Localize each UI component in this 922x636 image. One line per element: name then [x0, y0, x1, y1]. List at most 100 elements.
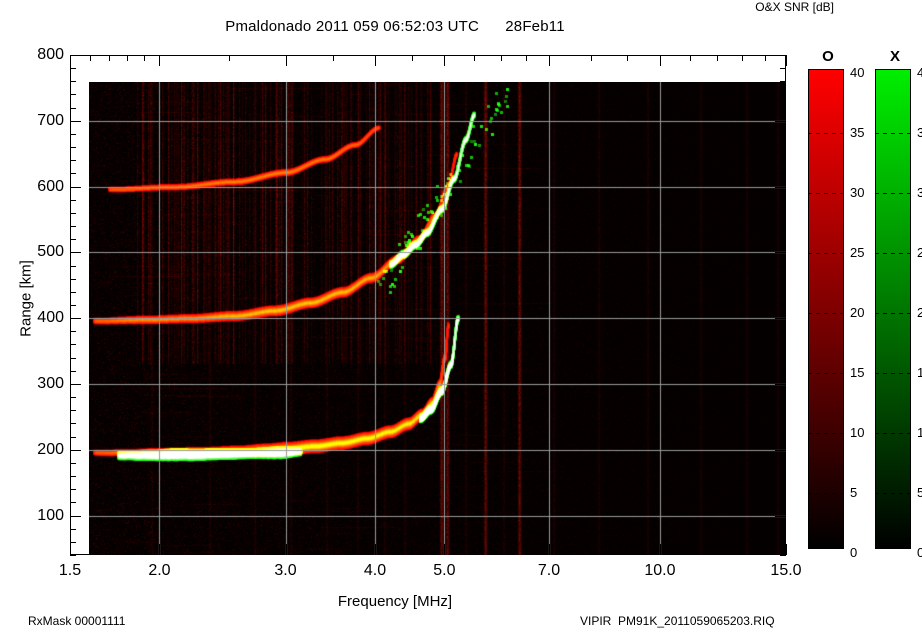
y-tick-label: 600: [37, 177, 64, 195]
colorbar-tick-dash: [875, 373, 911, 374]
y-major-tick: [70, 55, 81, 56]
x-minor-tick: [525, 549, 527, 555]
y-minor-tick: [780, 94, 786, 96]
x-minor-tick: [764, 549, 766, 555]
y-minor-tick: [70, 199, 76, 201]
y-minor-tick: [70, 528, 76, 530]
colorbar-x-gradient[interactable]: [875, 69, 911, 549]
y-tick-label: 200: [37, 440, 64, 458]
y-minor-tick: [70, 541, 76, 543]
colorbar-o-label: O: [822, 48, 834, 65]
x-tick-label: 2.0: [148, 562, 171, 579]
colorbar-tick-dash: [875, 133, 911, 134]
y-minor-tick: [780, 370, 786, 372]
colorbar-tick-label: 30: [850, 185, 865, 200]
x-minor-tick: [590, 549, 592, 555]
colorbar-x: X 40 35 30 25 20 15 10 5 0: [875, 48, 922, 560]
y-major-tick: [70, 186, 81, 188]
y-major-tick: [775, 449, 786, 451]
y-tick-label: 800: [37, 46, 64, 63]
y-minor-tick: [780, 357, 786, 359]
x-tick-label: 5.0: [433, 562, 456, 579]
y-minor-tick: [70, 370, 76, 372]
colorbar-tick-label: 40: [917, 65, 922, 80]
x-minor-tick: [228, 549, 230, 555]
colorbar-tick-dash: [808, 193, 844, 194]
x-minor-tick: [143, 55, 145, 61]
y-major-tick: [70, 252, 81, 254]
x-minor-tick: [501, 55, 503, 61]
y-minor-tick: [780, 397, 786, 399]
x-major-tick: [549, 55, 550, 66]
colorbar-tick-dash: [808, 313, 844, 314]
x-minor-tick: [716, 55, 718, 61]
x-tick-label: 1.5: [58, 562, 82, 579]
y-minor-tick: [780, 81, 786, 83]
x-minor-tick: [525, 55, 527, 61]
y-minor-tick: [780, 476, 786, 478]
y-minor-tick: [70, 489, 76, 491]
y-minor-tick: [70, 239, 76, 241]
y-tick-label: 300: [37, 374, 64, 392]
y-minor-tick: [70, 476, 76, 478]
x-minor-tick: [108, 55, 110, 61]
y-minor-tick: [780, 489, 786, 491]
y-minor-tick: [70, 81, 76, 83]
x-minor-tick: [333, 549, 335, 555]
colorbar-tick-dash: [808, 493, 844, 494]
x-tick-label: 10.0: [644, 562, 676, 579]
x-major-tick: [444, 55, 446, 66]
x-minor-tick: [590, 55, 592, 61]
y-major-tick: [70, 449, 81, 451]
y-minor-tick: [780, 555, 786, 556]
y-minor-tick: [780, 107, 786, 109]
x-minor-tick: [627, 549, 629, 555]
x-major-tick: [786, 544, 787, 555]
y-minor-tick: [70, 226, 76, 228]
x-minor-tick: [143, 549, 145, 555]
x-tick-label: 15.0: [770, 562, 802, 579]
y-minor-tick: [780, 291, 786, 293]
x-tick-label: 3.0: [274, 562, 297, 579]
x-minor-tick: [108, 549, 110, 555]
colorbar-tick-label: 15: [917, 365, 922, 380]
y-minor-tick: [780, 541, 786, 543]
colorbar-tick-dash: [808, 373, 844, 374]
colorbar-tick-label: 0: [917, 545, 922, 560]
y-major-tick: [775, 186, 786, 188]
x-minor-tick: [411, 549, 413, 555]
colorbar-tick-label: 5: [850, 485, 858, 500]
y-minor-tick: [780, 502, 786, 504]
y-minor-tick: [70, 436, 76, 438]
y-minor-tick: [780, 528, 786, 530]
x-minor-tick: [689, 55, 691, 61]
colorbar-tick-dash: [808, 253, 844, 254]
y-minor-tick: [70, 212, 76, 214]
x-minor-tick: [90, 549, 92, 555]
colorbar-tick-dash: [875, 193, 911, 194]
y-major-tick: [70, 515, 81, 517]
x-major-tick: [285, 544, 287, 555]
y-major-tick: [775, 55, 786, 56]
y-minor-tick: [780, 265, 786, 267]
y-minor-tick: [70, 331, 76, 333]
y-minor-tick: [70, 94, 76, 96]
y-minor-tick: [780, 410, 786, 412]
x-tick-label: 4.0: [363, 562, 387, 579]
x-minor-tick: [126, 55, 128, 61]
colorbar-tick-label: 30: [917, 185, 922, 200]
y-major-tick: [775, 252, 786, 254]
colorbar-tick-label: 10: [850, 425, 865, 440]
ionogram-heatmap[interactable]: [89, 82, 786, 555]
colorbar-tick-label: 5: [917, 485, 922, 500]
y-minor-tick: [70, 462, 76, 464]
x-axis-title: Frequency [MHz]: [337, 593, 453, 610]
x-minor-tick: [474, 549, 476, 555]
x-minor-tick: [333, 55, 335, 61]
x-minor-tick: [764, 55, 766, 61]
colorbar-o-gradient[interactable]: [808, 69, 844, 549]
y-minor-tick: [70, 397, 76, 399]
y-major-tick: [775, 515, 786, 517]
y-minor-tick: [70, 107, 76, 109]
x-minor-tick: [228, 55, 230, 61]
